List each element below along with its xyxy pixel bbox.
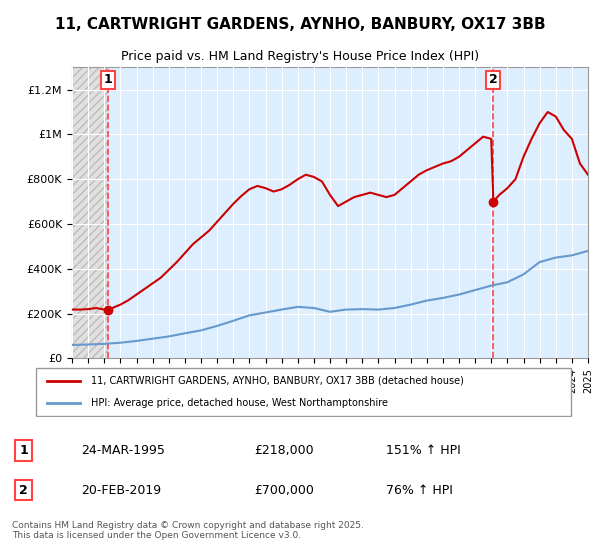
Text: Price paid vs. HM Land Registry's House Price Index (HPI): Price paid vs. HM Land Registry's House … (121, 50, 479, 63)
Text: 76% ↑ HPI: 76% ↑ HPI (386, 484, 453, 497)
Text: Contains HM Land Registry data © Crown copyright and database right 2025.
This d: Contains HM Land Registry data © Crown c… (12, 521, 364, 540)
Text: 1: 1 (104, 73, 112, 86)
Text: 11, CARTWRIGHT GARDENS, AYNHO, BANBURY, OX17 3BB (detached house): 11, CARTWRIGHT GARDENS, AYNHO, BANBURY, … (91, 376, 464, 386)
Text: 2: 2 (489, 73, 498, 86)
Text: £700,000: £700,000 (254, 484, 314, 497)
Text: 20-FEB-2019: 20-FEB-2019 (81, 484, 161, 497)
Bar (72, 67, 108, 358)
Text: HPI: Average price, detached house, West Northamptonshire: HPI: Average price, detached house, West… (91, 398, 388, 408)
Text: 2: 2 (19, 484, 28, 497)
Text: 151% ↑ HPI: 151% ↑ HPI (386, 444, 461, 457)
Text: 11, CARTWRIGHT GARDENS, AYNHO, BANBURY, OX17 3BB: 11, CARTWRIGHT GARDENS, AYNHO, BANBURY, … (55, 17, 545, 32)
Bar (72, 67, 108, 358)
Text: 1: 1 (19, 444, 28, 457)
FancyBboxPatch shape (35, 368, 571, 416)
Text: £218,000: £218,000 (254, 444, 314, 457)
Text: 24-MAR-1995: 24-MAR-1995 (81, 444, 165, 457)
